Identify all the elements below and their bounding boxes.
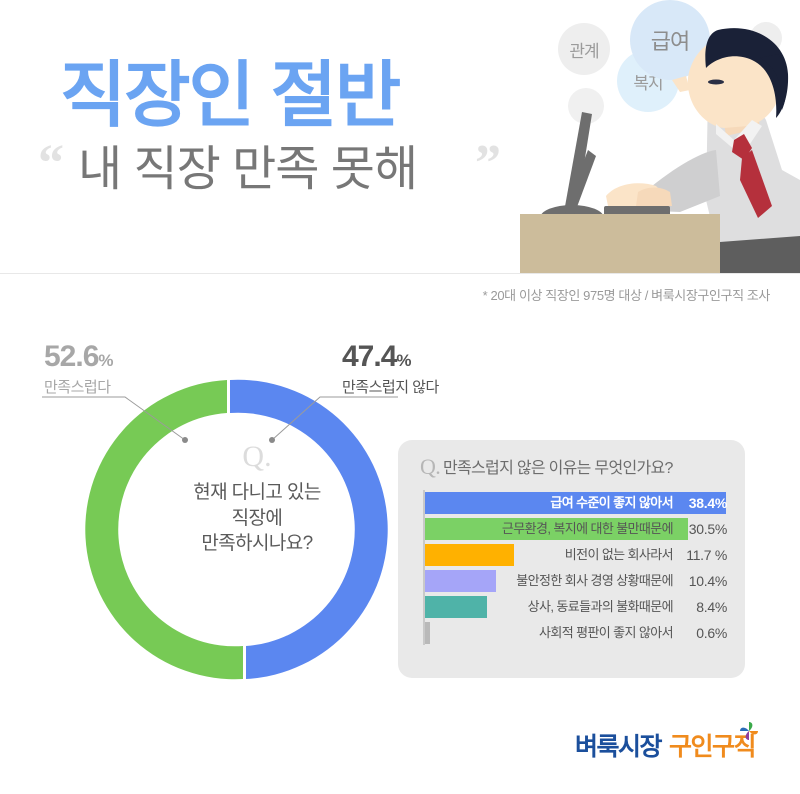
bar-category-label: 사회적 평판이 좋지 않아서	[539, 625, 674, 640]
donut-segment-unsatisfied	[230, 379, 388, 679]
desk	[520, 214, 720, 274]
office-worker-illustration: 관계 복지 급여 비전	[520, 0, 800, 274]
pinwheel-icon	[740, 722, 758, 740]
brand-logo[interactable]: 벼룩시장 구인구직	[575, 722, 758, 762]
bar-row: 사회적 평판이 좋지 않아서 0.6%	[425, 622, 729, 644]
title-block: 직장인 절반 “ 내 직장 만족 못해 ”	[38, 56, 520, 206]
donut-label-satisfied-caption: 만족스럽다	[44, 379, 111, 396]
bar-value-label: 11.7 %	[686, 547, 727, 563]
bubble-gwangye: 관계	[558, 23, 610, 75]
bar-row: 비전이 없는 회사라서 11.7 %	[425, 544, 729, 566]
donut-center-line-3: 만족하시나요?	[201, 533, 313, 555]
worker-svg	[520, 28, 800, 274]
bar-category-label: 비전이 없는 회사라서	[564, 547, 674, 562]
bar-value-label: 8.4%	[696, 599, 727, 615]
donut-label-unsatisfied-caption: 만족스럽지 않다	[342, 379, 439, 396]
reasons-panel: Q. 만족스럽지 않은 이유는 무엇인가요? 급여 수준이 좋지 않아서 38.4%…	[398, 440, 745, 678]
worker-trousers	[720, 236, 800, 274]
donut-leader-dot-right	[269, 437, 275, 443]
donut-chart: Q. 현재 다니고 있는 직장에 만족하시나요? 52.6% 만족스럽다 47.…	[30, 330, 439, 690]
bar-value-label: 30.5%	[688, 521, 728, 537]
bar-fill	[425, 518, 688, 540]
worker-eye	[708, 79, 724, 85]
donut-label-satisfied-value: 52.6	[44, 340, 99, 373]
donut-segment-satisfied	[85, 380, 244, 680]
header-section: 직장인 절반 “ 내 직장 만족 못해 ” 관계 복지 급여 비전	[0, 0, 800, 274]
bar-category-label: 상사, 동료들과의 불화때문에	[527, 599, 674, 614]
worker-tie-knot	[732, 134, 752, 160]
panel-question: Q. 만족스럽지 않은 이유는 무엇인가요?	[420, 454, 673, 480]
bar-value-label: 38.4%	[688, 495, 728, 511]
donut-center-line-2: 직장에	[231, 507, 283, 529]
donut-label-unsatisfied-symbol: %	[396, 351, 412, 370]
bar-category-label: 불안정한 회사 경영 상황때문에	[516, 573, 673, 588]
bar-category-label: 근무환경, 복지에 대한 불만때문에	[501, 521, 674, 536]
bar-row: 상사, 동료들과의 불화때문에 8.4%	[425, 596, 729, 618]
bar-fill	[425, 596, 487, 618]
page-subtitle: 내 직장 만족 못해	[78, 143, 418, 196]
bar-row: 급여 수준이 좋지 않아서 38.4%	[425, 492, 729, 514]
worker-tie	[740, 150, 772, 218]
bar-row: 불안정한 회사 경영 상황때문에 10.4%	[425, 570, 729, 592]
donut-label-satisfied: 52.6% 만족스럽다	[44, 340, 114, 397]
panel-question-text: 만족스럽지 않은 이유는 무엇인가요?	[443, 460, 673, 477]
bar-value-label: 0.6%	[696, 625, 727, 641]
bar-chart-rows: 급여 수준이 좋지 않아서 38.4% 근무환경, 복지에 대한 불만때문에 30.5…	[425, 492, 729, 648]
bar-fill	[425, 544, 514, 566]
donut-label-unsatisfied: 47.4% 만족스럽지 않다	[342, 340, 439, 397]
bar-chart-axis	[423, 490, 425, 645]
monitor-icon	[540, 112, 604, 231]
donut-question-mark: Q.	[242, 440, 272, 473]
worker-hair	[705, 28, 789, 118]
keyboard-icon	[604, 206, 670, 216]
panel-question-mark: Q.	[420, 454, 441, 479]
donut-center-line-1: 현재 다니고 있는	[193, 482, 321, 503]
bar-category-label: 급여 수준이 좋지 않아서	[550, 495, 673, 510]
logo-primary-text: 벼룩시장	[575, 733, 663, 761]
quote-open-icon: “	[38, 135, 64, 192]
source-note: * 20대 이상 직장인 975명 대상 / 벼룩시장구인구직 조사	[482, 288, 771, 303]
bar-fill	[425, 570, 496, 592]
subtitle-wrap: “ 내 직장 만족 못해 ”	[38, 138, 520, 206]
header-divider	[0, 273, 800, 274]
donut-label-satisfied-symbol: %	[98, 351, 114, 370]
logo-secondary-text: 구인구직	[669, 733, 757, 761]
bar-row: 근무환경, 복지에 대한 불만때문에 30.5%	[425, 518, 729, 540]
donut-leader-lines	[42, 396, 398, 441]
page-title: 직장인 절반	[60, 56, 401, 136]
quote-close-icon: ”	[475, 135, 501, 192]
donut-center-question: 현재 다니고 있는 직장에 만족하시나요?	[157, 480, 357, 557]
donut-label-unsatisfied-value: 47.4	[342, 340, 397, 373]
donut-svg	[42, 379, 398, 680]
bar-fill	[425, 622, 430, 644]
donut-leader-dot-left	[182, 437, 188, 443]
bar-value-label: 10.4%	[688, 573, 728, 589]
bar-fill	[425, 492, 726, 514]
